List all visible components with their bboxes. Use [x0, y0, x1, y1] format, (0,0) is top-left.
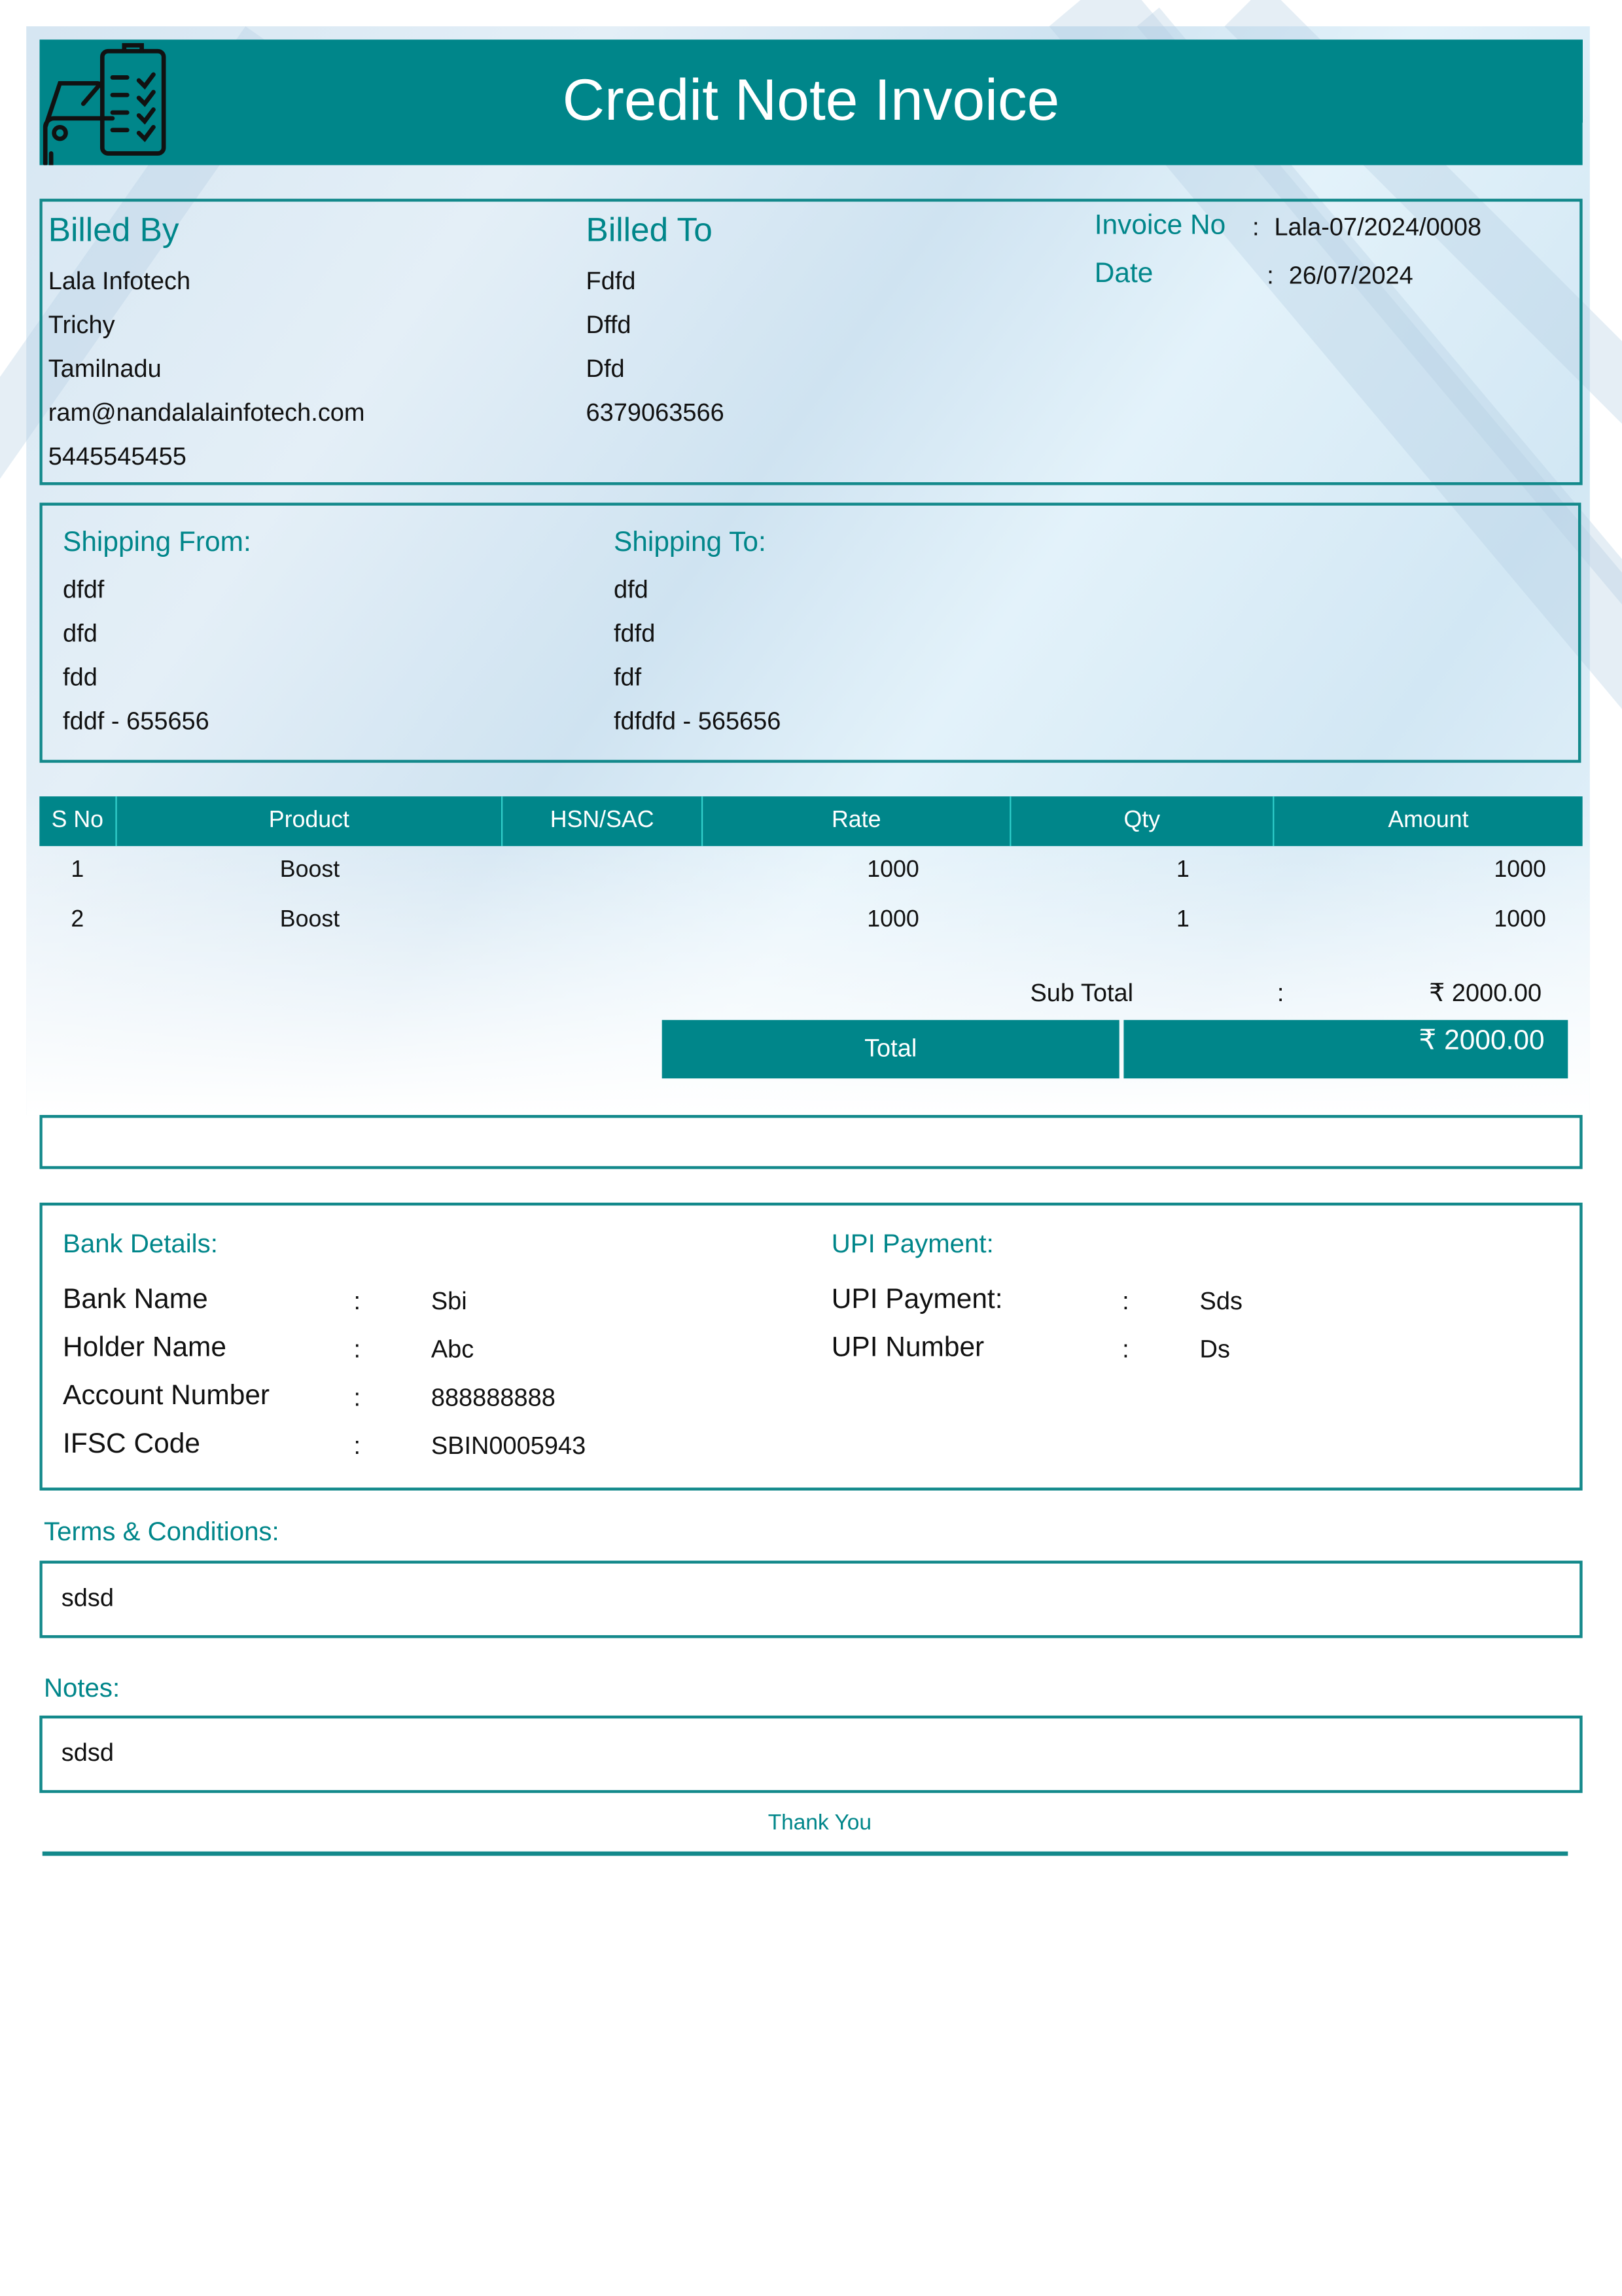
shipping-from-line: fddf - 655656 — [63, 707, 209, 735]
car-checklist-icon — [43, 43, 166, 166]
bank-name-label: Bank Name — [63, 1284, 208, 1315]
page-title: Credit Note Invoice — [562, 68, 1060, 133]
upi-heading: UPI Payment: — [831, 1229, 994, 1258]
shipping-from-line: dfdf — [63, 575, 105, 604]
invoice-number-colon: : — [1252, 213, 1260, 241]
row-rate: 1000 — [867, 857, 919, 883]
colon: : — [353, 1287, 361, 1315]
holder-name-value: Abc — [431, 1335, 474, 1364]
footer-divider — [42, 1851, 1568, 1856]
column-header-product: Product — [116, 796, 503, 847]
shipping-to-line: dfd — [613, 575, 648, 604]
terms-text: sdsd — [61, 1583, 115, 1612]
billing-section — [39, 198, 1583, 486]
background-pattern — [0, 0, 1622, 1137]
billed-to-line2: Dffd — [586, 311, 631, 340]
bank-name-value: Sbi — [431, 1287, 467, 1315]
billed-to-phone: 6379063566 — [586, 398, 724, 427]
account-number-label: Account Number — [63, 1381, 270, 1412]
billed-by-heading: Billed By — [48, 210, 179, 249]
row-qty: 1 — [1176, 907, 1190, 932]
invoice-number-value: Lala-07/2024/0008 — [1274, 213, 1482, 241]
shipping-from-line: dfd — [63, 619, 97, 648]
notes-box — [39, 1715, 1583, 1793]
date-value: 26/07/2024 — [1288, 261, 1413, 290]
row-rate: 1000 — [867, 907, 919, 932]
total-value: ₹ 2000.00 — [1123, 1019, 1568, 1079]
row-qty: 1 — [1176, 857, 1190, 883]
billed-to-line3: Dfd — [586, 355, 625, 383]
row-product: Boost — [279, 907, 340, 932]
invoice-number-label: Invoice No — [1094, 210, 1226, 241]
billed-by-phone: 5445545455 — [48, 442, 186, 471]
holder-name-label: Holder Name — [63, 1332, 227, 1364]
colon: : — [353, 1432, 361, 1460]
billed-to-name: Fdfd — [586, 267, 636, 296]
colon: : — [1122, 1287, 1129, 1315]
total-label: Total — [661, 1019, 1120, 1079]
row-amount: 1000 — [1494, 857, 1546, 883]
subtotal-label: Sub Total — [1030, 979, 1134, 1007]
row-amount: 1000 — [1494, 907, 1546, 932]
billed-by-email: ram@nandalalainfotech.com — [48, 398, 365, 427]
empty-box — [39, 1115, 1583, 1169]
colon: : — [353, 1383, 361, 1412]
ifsc-label: IFSC Code — [63, 1429, 200, 1460]
column-header-rate: Rate — [703, 796, 1012, 847]
subtotal-value: ₹ 2000.00 — [1429, 979, 1542, 1007]
date-label: Date — [1094, 258, 1154, 290]
upi-payment-label: UPI Payment: — [831, 1284, 1003, 1315]
header-banner: Credit Note Invoice — [39, 39, 1583, 166]
shipping-section — [39, 503, 1581, 763]
upi-number-label: UPI Number — [831, 1332, 985, 1364]
row-sno: 2 — [71, 907, 84, 932]
column-header-sno: S No — [39, 796, 117, 847]
column-header-hsn: HSN/SAC — [502, 796, 703, 847]
colon: : — [1122, 1335, 1129, 1364]
shipping-from-heading: Shipping From: — [63, 527, 251, 559]
account-number-value: 888888888 — [431, 1383, 555, 1412]
subtotal-colon: : — [1277, 979, 1284, 1007]
upi-number-value: Ds — [1199, 1335, 1230, 1364]
terms-heading: Terms & Conditions: — [43, 1517, 279, 1546]
thank-you-text: Thank You — [767, 1810, 872, 1836]
terms-box — [39, 1561, 1583, 1638]
bank-details-heading: Bank Details: — [63, 1229, 218, 1258]
column-header-qty: Qty — [1011, 796, 1275, 847]
notes-heading: Notes: — [43, 1673, 120, 1703]
ifsc-value: SBIN0005943 — [431, 1432, 586, 1460]
column-header-amount: Amount — [1274, 796, 1583, 847]
colon: : — [353, 1335, 361, 1364]
payment-section — [39, 1203, 1583, 1491]
row-product: Boost — [279, 857, 340, 883]
billed-by-state: Tamilnadu — [48, 355, 162, 383]
shipping-to-line: fdf — [613, 663, 642, 692]
upi-payment-value: Sds — [1199, 1287, 1243, 1315]
shipping-to-line: fdfd — [613, 619, 656, 648]
row-sno: 1 — [71, 857, 84, 883]
billed-to-heading: Billed To — [586, 210, 713, 249]
date-colon: : — [1267, 261, 1274, 290]
notes-text: sdsd — [61, 1739, 115, 1767]
shipping-to-heading: Shipping To: — [613, 527, 766, 559]
shipping-from-line: fdd — [63, 663, 97, 692]
shipping-to-line: fdfdfd - 565656 — [613, 707, 781, 735]
billed-by-city: Trichy — [48, 311, 115, 340]
billed-by-name: Lala Infotech — [48, 267, 191, 296]
